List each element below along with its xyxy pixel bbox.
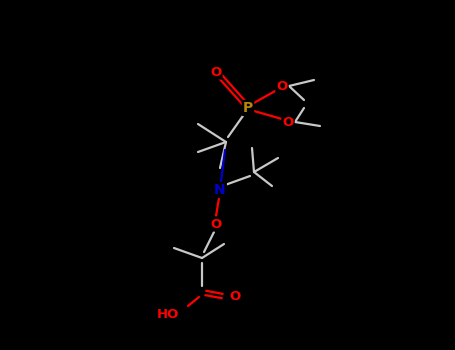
- Text: O: O: [210, 217, 222, 231]
- Text: HO: HO: [157, 308, 179, 321]
- Text: O: O: [283, 116, 293, 128]
- Text: O: O: [210, 65, 222, 78]
- Text: N: N: [214, 183, 226, 197]
- Text: P: P: [243, 101, 253, 115]
- Text: O: O: [229, 289, 241, 302]
- Text: O: O: [276, 79, 288, 92]
